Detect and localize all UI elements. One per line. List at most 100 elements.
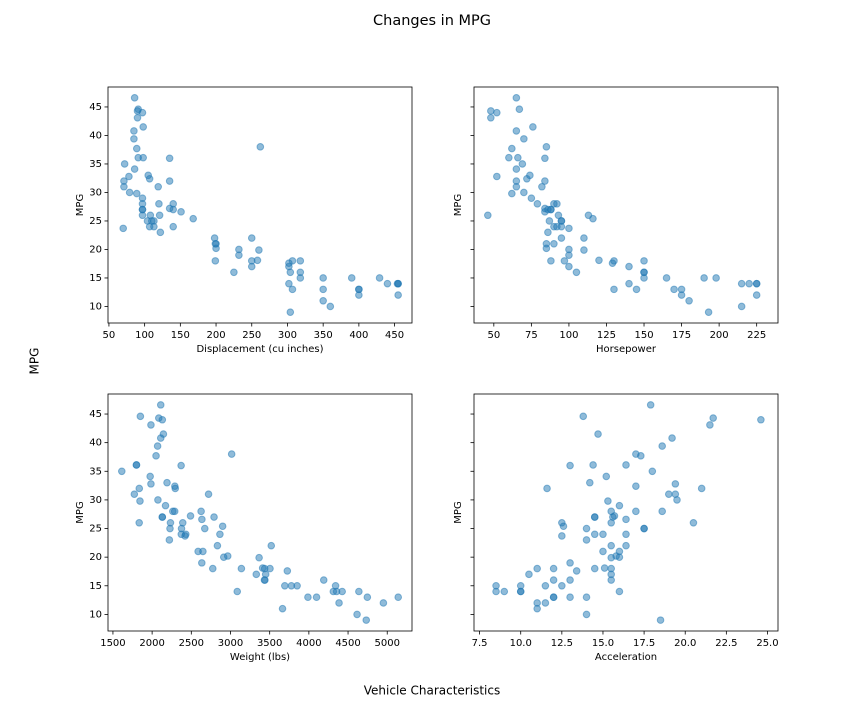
point: [147, 421, 155, 429]
point: [156, 228, 165, 237]
point: [658, 507, 666, 516]
point: [319, 576, 328, 584]
point: [558, 581, 566, 590]
point: [375, 274, 384, 282]
point: [648, 467, 657, 476]
point: [512, 177, 521, 185]
point: [197, 507, 205, 516]
point: [139, 123, 148, 131]
point: [632, 285, 641, 294]
point: [671, 480, 680, 488]
point: [233, 587, 242, 596]
y-axis-label: MPG: [75, 194, 86, 216]
point: [135, 519, 143, 527]
x-tick-label: 4500: [335, 638, 360, 649]
point: [557, 217, 566, 225]
point: [135, 484, 144, 493]
point: [658, 442, 666, 450]
point: [154, 182, 163, 191]
point: [565, 262, 573, 271]
x-tick-label: 2500: [179, 638, 204, 649]
x-tick-label: 3000: [218, 638, 243, 649]
point: [156, 434, 165, 442]
x-tick-label: 17.5: [633, 638, 655, 649]
point: [589, 214, 597, 223]
point: [319, 285, 327, 294]
axes-frame: [473, 393, 779, 632]
point: [261, 576, 269, 584]
x-axis-label: Acceleration: [595, 652, 657, 663]
point: [237, 564, 246, 573]
point: [685, 296, 693, 305]
point: [493, 172, 501, 181]
point: [566, 559, 574, 567]
x-tick-label: 350: [314, 330, 333, 341]
point: [554, 211, 563, 220]
point: [208, 564, 217, 573]
point: [640, 257, 648, 265]
point: [646, 401, 655, 409]
y-tick-label: 10: [89, 609, 102, 620]
x-tick-label: 250: [242, 330, 261, 341]
point: [590, 564, 599, 573]
point: [582, 524, 591, 533]
point: [538, 182, 546, 191]
x-tick-label: 3500: [257, 638, 282, 649]
point: [355, 587, 363, 596]
point: [296, 257, 305, 265]
point: [258, 564, 267, 572]
point: [136, 497, 144, 505]
point: [210, 513, 218, 521]
point: [582, 536, 591, 544]
x-tick-label: 15.0: [592, 638, 614, 649]
axes-frame: [107, 86, 413, 324]
x-axis-label: Displacement (cu inches): [196, 344, 323, 355]
x-tick-label: 7.5: [472, 638, 488, 649]
point: [677, 285, 686, 294]
point: [204, 490, 213, 498]
point: [146, 472, 154, 481]
y-tick-label: 20: [89, 552, 102, 563]
point: [125, 172, 133, 181]
point: [158, 415, 167, 424]
point: [757, 415, 765, 424]
x-tick-label: 100: [559, 330, 578, 341]
point: [543, 484, 551, 493]
x-tick-label: 450: [385, 330, 404, 341]
point: [130, 165, 139, 173]
point: [212, 244, 220, 253]
point: [582, 593, 591, 602]
point: [132, 189, 141, 198]
point: [602, 472, 611, 481]
y-tick-label: 25: [89, 216, 102, 227]
point: [119, 224, 128, 233]
point: [362, 616, 371, 624]
point: [572, 268, 581, 277]
x-tick-label: 1500: [100, 638, 125, 649]
point: [625, 262, 633, 271]
point: [347, 274, 356, 282]
point: [130, 490, 139, 498]
point: [218, 522, 227, 531]
point: [216, 530, 224, 539]
point: [255, 553, 263, 562]
point: [235, 245, 243, 254]
point: [286, 308, 295, 316]
x-tick-label: 75: [525, 330, 538, 341]
x-axis-label: Horsepower: [596, 344, 657, 355]
point: [177, 461, 185, 470]
point: [566, 576, 574, 584]
x-tick-label: 4000: [296, 638, 321, 649]
point: [186, 512, 195, 520]
point: [138, 108, 147, 117]
point: [253, 256, 262, 265]
subplot: 1500 2000 2500 3000 3500 4000 4500 5000 10 15 20 25…: [75, 393, 413, 663]
point: [549, 576, 558, 584]
point: [138, 200, 147, 208]
point: [656, 616, 665, 624]
point: [117, 467, 126, 476]
x-tick-label: 5000: [375, 638, 400, 649]
point: [500, 587, 509, 596]
point: [518, 160, 527, 168]
